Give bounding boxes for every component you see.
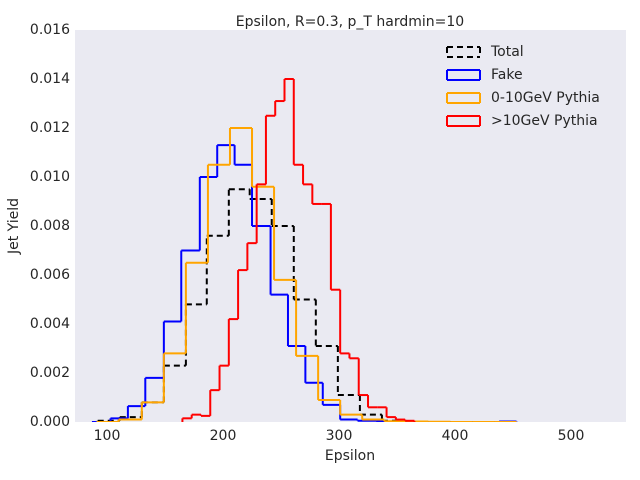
y-tick-label: 0.004	[30, 316, 70, 332]
y-tick-label: 0.010	[30, 169, 70, 185]
y-tick-label: 0.016	[30, 22, 70, 38]
y-tick-label: 0.008	[30, 218, 70, 234]
y-axis-label: Jet Yield	[6, 198, 22, 255]
x-tick-label: 100	[94, 428, 121, 444]
y-tick-label: 0.014	[30, 71, 70, 87]
x-tick-label: 200	[210, 428, 237, 444]
x-tick-label: 300	[326, 428, 353, 444]
y-tick-label: 0.000	[30, 414, 70, 430]
y-tick-label: 0.012	[30, 120, 70, 136]
x-tick-label: 400	[442, 428, 469, 444]
legend-label: 0-10GeV Pythia	[491, 90, 600, 106]
legend-label: Total	[490, 44, 524, 60]
y-tick-label: 0.002	[30, 365, 70, 381]
chart-title: Epsilon, R=0.3, p_T hardmin=10	[236, 14, 464, 30]
y-tick-label: 0.006	[30, 267, 70, 283]
plot-area	[75, 30, 626, 422]
x-tick-label: 500	[558, 428, 585, 444]
x-axis-label: Epsilon	[325, 448, 375, 464]
legend-label: Fake	[491, 67, 523, 83]
legend-label: >10GeV Pythia	[491, 113, 598, 129]
